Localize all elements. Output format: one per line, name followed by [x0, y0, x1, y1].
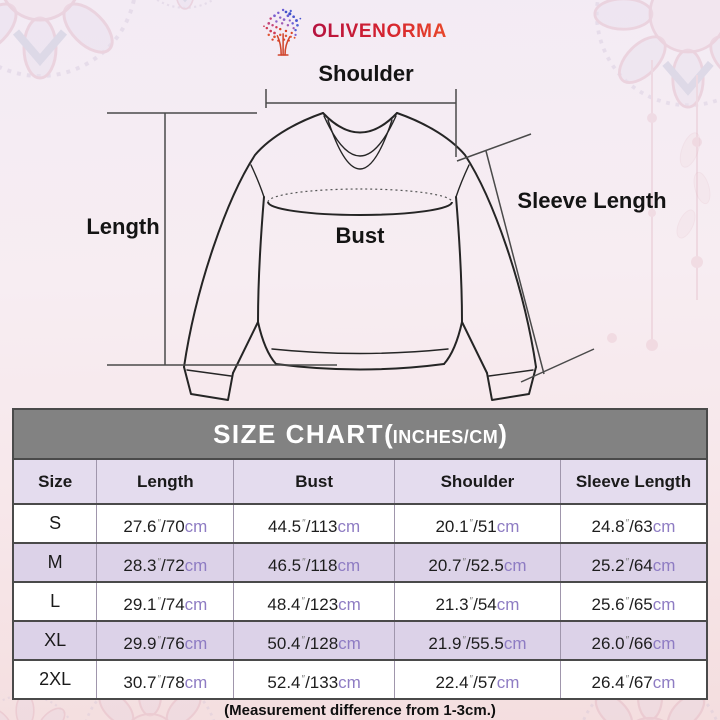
measurement-cell: 21.3″/54cm: [393, 583, 560, 620]
tree-logo-icon: [263, 8, 302, 56]
measurement-cell: 30.7″/78cm: [96, 661, 233, 698]
size-label: 2XL: [39, 669, 72, 689]
title-open-paren: (: [384, 419, 393, 449]
size-label: L: [50, 591, 61, 611]
size-chart-title: SIZE CHART: [213, 419, 385, 449]
size-row-l: L 29.1″/74cm 48.4″/123cm 21.3″/54cm 25.6″/65…: [14, 581, 706, 620]
measurement-cell: 48.4″/123cm: [233, 583, 394, 620]
measurement-cell: 20.1″/51cm: [393, 505, 560, 542]
size-row-m: M 28.3″/72cm 46.5″/118cm 20.7″/52.5cm 25.2″/…: [14, 542, 706, 581]
sleeve-length-label: Sleeve Length: [517, 188, 667, 213]
title-close-paren: ): [498, 419, 507, 449]
measurement-cell: 29.1″/74cm: [96, 583, 233, 620]
column-header-bust: Bust: [233, 460, 394, 503]
size-chart-units: INCHES/CM: [392, 427, 499, 447]
length-measurement-line: [107, 112, 337, 366]
measurement-cell: 44.5″/113cm: [233, 505, 394, 542]
measurement-cell: 50.4″/128cm: [233, 622, 394, 659]
column-header-sleeve-length: Sleeve Length: [559, 460, 706, 503]
size-label: XL: [44, 630, 67, 650]
size-row-xl: XL 29.9″/76cm 50.4″/128cm 21.9″/55.5cm 26.0″…: [14, 620, 706, 659]
measurement-cell: 29.9″/76cm: [96, 622, 233, 659]
sweater-outline: [183, 112, 537, 401]
measurement-cell: 26.0″/66cm: [559, 622, 706, 659]
measurement-cell: 25.2″/64cm: [559, 544, 706, 581]
column-header-length: Length: [96, 460, 233, 503]
bust-label: Bust: [335, 223, 385, 248]
bust-ellipse: [267, 188, 453, 216]
column-header-shoulder: Shoulder: [393, 460, 560, 503]
measurement-cell: 22.4″/57cm: [393, 661, 560, 698]
shoulder-label: Shoulder: [318, 61, 414, 86]
measurement-cell: 20.7″/52.5cm: [393, 544, 560, 581]
size-chart-body: S 27.6″/70cm 44.5″/113cm 20.1″/51cm 24.8″/63…: [14, 503, 706, 698]
measurement-cell: 27.6″/70cm: [96, 505, 233, 542]
size-row-2xl: 2XL 30.7″/78cm 52.4″/133cm 22.4″/57cm 26.4″/…: [14, 659, 706, 698]
length-label: Length: [86, 214, 160, 239]
measurement-cell: 24.8″/63cm: [559, 505, 706, 542]
column-header-row: Size Length Bust Shoulder Sleeve Length: [14, 458, 706, 503]
measurement-cell: 28.3″/72cm: [96, 544, 233, 581]
measurement-cell: 46.5″/118cm: [233, 544, 394, 581]
measurement-cell: 25.6″/65cm: [559, 583, 706, 620]
measurement-cell: 52.4″/133cm: [233, 661, 394, 698]
measurement-note: (Measurement difference from 1-3cm.): [224, 702, 496, 719]
shoulder-measurement-line: [265, 89, 457, 157]
size-label: S: [49, 513, 62, 533]
measurement-cell: 26.4″/67cm: [559, 661, 706, 698]
column-header-size: Size: [38, 472, 73, 491]
measurement-cell: 21.9″/55.5cm: [393, 622, 560, 659]
size-label: M: [47, 552, 63, 572]
size-row-s: S 27.6″/70cm 44.5″/113cm 20.1″/51cm 24.8″/63…: [14, 503, 706, 542]
brand-name: OLIVENORMA: [312, 21, 447, 42]
size-chart-title-bar: SIZE CHART ( INCHES/CM ): [14, 410, 706, 458]
sleeve-length-measurement-line: [456, 133, 595, 383]
size-chart-table: SIZE CHART ( INCHES/CM ) Size Length Bust S…: [12, 408, 708, 700]
brand-logo: OLIVENORMA: [261, 8, 447, 56]
